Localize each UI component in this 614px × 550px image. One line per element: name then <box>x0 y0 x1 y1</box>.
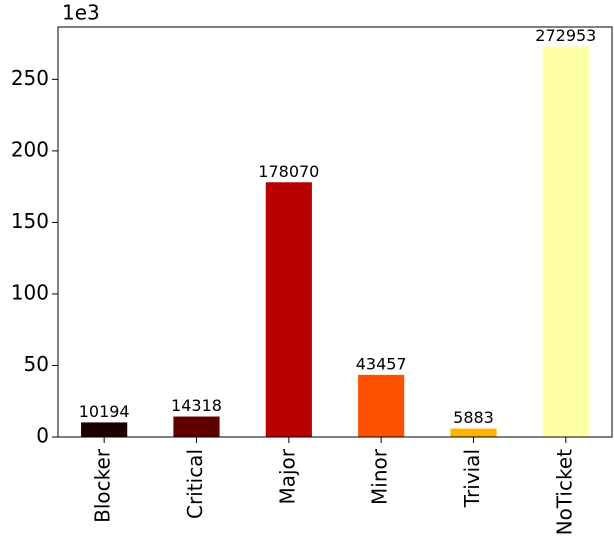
x-tick-label: Blocker <box>91 448 115 523</box>
x-tick-label: Minor <box>368 448 392 505</box>
x-tick-label: Critical <box>183 449 207 519</box>
value-label: 14318 <box>171 396 222 415</box>
bar <box>265 182 312 437</box>
bar <box>450 428 497 437</box>
value-label: 10194 <box>79 402 130 421</box>
y-tick-label: 0 <box>36 424 49 448</box>
y-tick-label: 100 <box>11 280 49 304</box>
plot-frame <box>57 26 613 438</box>
bar <box>81 422 128 437</box>
y-tick-label: 50 <box>24 352 49 376</box>
x-tick-label: Major <box>275 448 299 504</box>
bar <box>542 46 589 438</box>
value-label: 178070 <box>258 162 319 181</box>
y-tick-label: 250 <box>11 66 49 90</box>
y-tick-label: 150 <box>11 209 49 233</box>
x-tick-label: NoTicket <box>552 449 576 536</box>
bar <box>173 416 220 437</box>
y-tick-label: 200 <box>11 137 49 161</box>
x-tick-label: Trivial <box>460 449 484 508</box>
axis-offset-label: 1e3 <box>62 1 100 25</box>
value-label: 272953 <box>535 26 596 45</box>
bar <box>358 374 405 437</box>
value-label: 43457 <box>356 354 407 373</box>
value-label: 5883 <box>453 408 494 427</box>
